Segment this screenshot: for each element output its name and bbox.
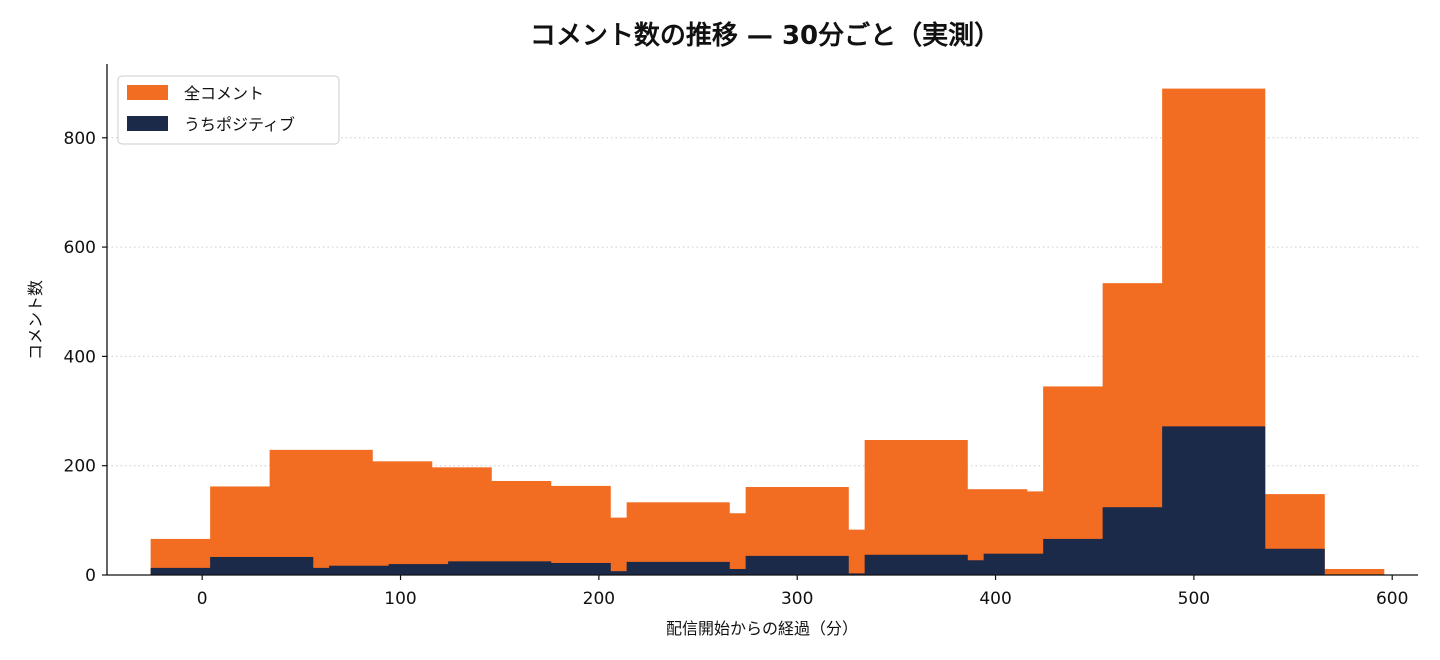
y-tick-label: 200 xyxy=(64,457,96,477)
bar-positive-comments xyxy=(329,565,433,575)
legend-label: うちポジティブ xyxy=(184,115,295,134)
x-tick-label: 400 xyxy=(979,589,1011,609)
y-axis-label: コメント数 xyxy=(26,280,45,360)
x-tick-label: 100 xyxy=(384,589,416,609)
legend-swatch xyxy=(127,85,168,100)
bar-positive-comments xyxy=(745,555,849,575)
y-tick-label: 800 xyxy=(64,129,96,149)
bar-all-comments xyxy=(1281,568,1385,575)
bar-positive-comments xyxy=(388,564,492,575)
bar-positive-comments xyxy=(150,567,254,575)
y-axis-ticks: 0 200 400 600 800 xyxy=(64,129,107,586)
bar-positive-comments xyxy=(805,573,909,575)
x-axis-label: 配信開始からの経過（分） xyxy=(666,619,858,638)
y-tick-label: 0 xyxy=(85,566,96,586)
bars-positive-comments xyxy=(150,426,1385,575)
axes xyxy=(106,64,1418,576)
x-tick-label: 600 xyxy=(1376,589,1408,609)
x-tick-label: 0 xyxy=(197,589,208,609)
legend-swatch xyxy=(127,116,168,131)
y-tick-label: 400 xyxy=(64,347,96,367)
chart-title: コメント数の推移 — 30分ごと（実測） xyxy=(530,20,1000,51)
legend-label: 全コメント xyxy=(184,84,264,103)
bar-positive-comments xyxy=(1221,548,1325,575)
legend-box xyxy=(117,75,340,145)
bar-positive-comments xyxy=(269,567,373,575)
y-tick-label: 600 xyxy=(64,238,96,258)
x-tick-label: 300 xyxy=(781,589,813,609)
x-tick-label: 200 xyxy=(583,589,615,609)
x-tick-label: 500 xyxy=(1178,589,1210,609)
x-axis-ticks: 0 100 200 300 400 500 600 xyxy=(197,575,1408,609)
bar-positive-comments xyxy=(686,568,790,575)
bar-positive-comments xyxy=(567,571,671,575)
